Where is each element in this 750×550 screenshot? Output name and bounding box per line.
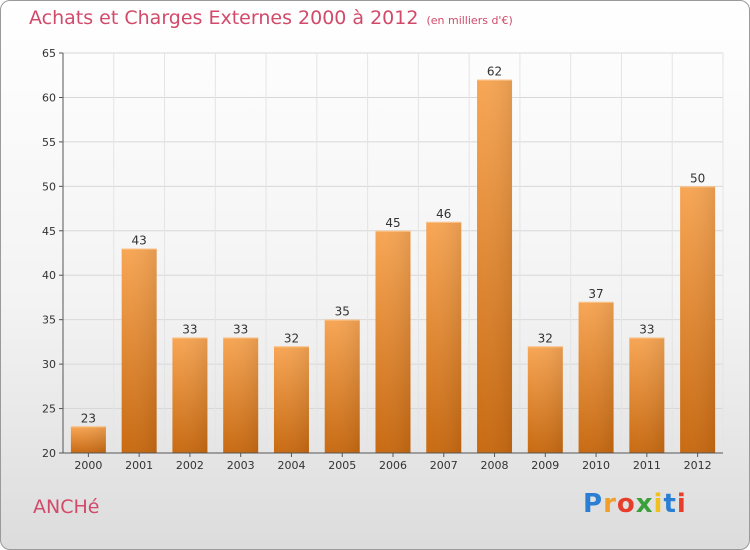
y-tick-label: 55 [42, 136, 56, 149]
bar-value-label: 33 [639, 322, 654, 336]
chart-subtitle: (en milliers d'€) [426, 14, 513, 27]
x-tick-label: 2001 [125, 459, 153, 472]
bar-value-label: 33 [233, 322, 248, 336]
x-tick-label: 2008 [481, 459, 509, 472]
commune-name: ANCHé [33, 496, 100, 518]
x-tick-label: 2009 [531, 459, 559, 472]
bar-shading [477, 79, 513, 454]
bar-shading [375, 230, 411, 453]
y-tick-label: 40 [42, 269, 56, 282]
chart-title: Achats et Charges Externes 2000 à 2012 (e… [29, 7, 513, 29]
bar-value-label: 32 [284, 331, 299, 345]
x-tick-label: 2004 [277, 459, 305, 472]
logo-letter: t [663, 489, 677, 519]
x-tick-label: 2010 [582, 459, 610, 472]
bar-shading [121, 248, 157, 453]
logo-letter: x [635, 489, 654, 519]
x-tick-label: 2005 [328, 459, 356, 472]
bar-value-label: 23 [81, 411, 96, 425]
proxiti-logo: Proxiti [583, 489, 687, 519]
x-tick-label: 2000 [74, 459, 102, 472]
y-tick-label: 65 [42, 47, 56, 60]
bar-shading [172, 337, 208, 453]
chart-title-text: Achats et Charges Externes 2000 à 2012 [29, 7, 419, 29]
bar-shading [680, 186, 716, 454]
y-tick-label: 25 [42, 403, 56, 416]
y-tick-label: 20 [42, 447, 56, 460]
y-tick-label: 60 [42, 91, 56, 104]
x-tick-label: 2003 [227, 459, 255, 472]
y-tick-label: 30 [42, 358, 56, 371]
x-tick-label: 2012 [684, 459, 712, 472]
bar-shading [426, 221, 462, 453]
bar-value-label: 35 [335, 305, 350, 319]
bar-value-label: 33 [182, 322, 197, 336]
bar-value-label: 37 [588, 287, 603, 301]
x-tick-label: 2002 [176, 459, 204, 472]
bar-value-label: 62 [487, 65, 502, 79]
logo-letter: r [603, 489, 617, 519]
x-tick-label: 2011 [633, 459, 661, 472]
bar-shading [629, 337, 665, 453]
x-tick-label: 2006 [379, 459, 407, 472]
bar-shading [578, 301, 614, 453]
logo-letter: i [653, 489, 664, 519]
logo-letter: i [676, 489, 687, 519]
y-tick-label: 35 [42, 314, 56, 327]
bar-shading [70, 426, 106, 453]
bar-shading [527, 346, 563, 453]
logo-letter: P [583, 489, 604, 519]
bar-value-label: 45 [385, 216, 400, 230]
bar-shading [324, 319, 360, 453]
y-tick-label: 45 [42, 225, 56, 238]
bar-value-label: 46 [436, 207, 451, 221]
bar-shading [273, 346, 309, 453]
bar-value-label: 32 [538, 331, 553, 345]
bar-value-label: 43 [132, 234, 147, 248]
bar-value-label: 50 [690, 171, 705, 185]
logo-letter: o [616, 489, 636, 519]
y-tick-label: 50 [42, 180, 56, 193]
x-tick-label: 2007 [430, 459, 458, 472]
bar-shading [223, 337, 259, 453]
